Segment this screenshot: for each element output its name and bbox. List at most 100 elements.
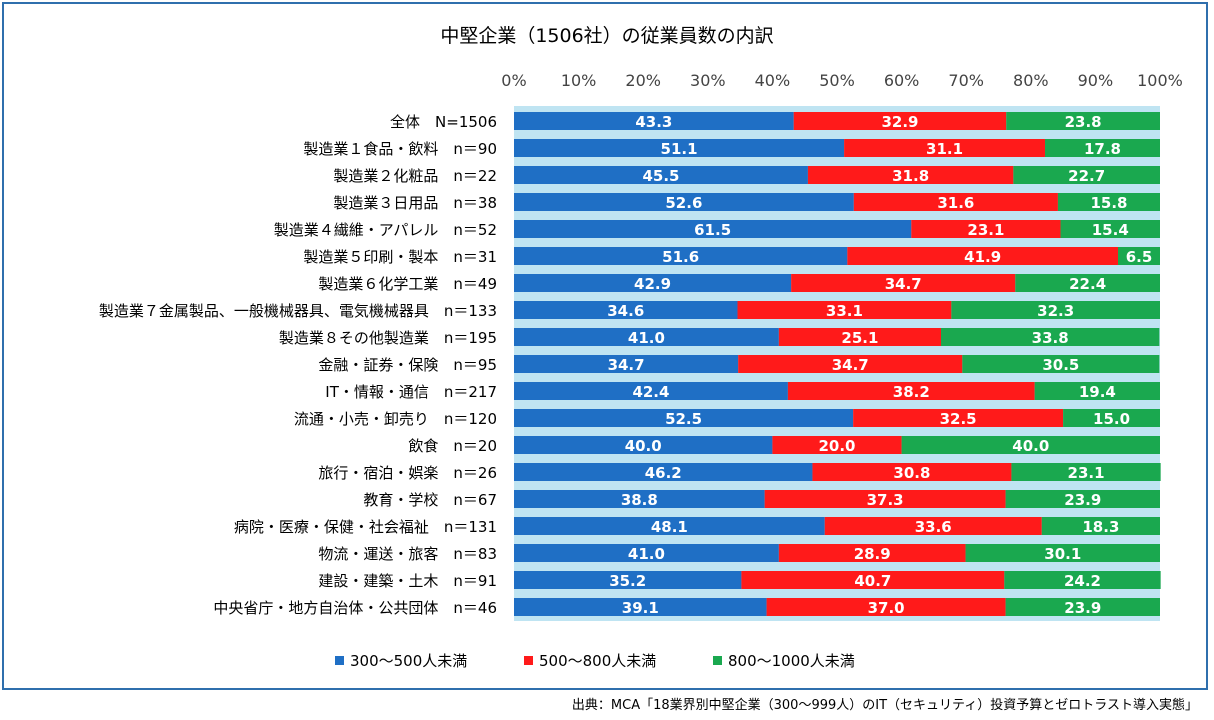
category-label: 製造業６化学工業 n＝49	[318, 275, 497, 293]
data-label: 31.1	[926, 140, 963, 158]
data-label: 32.3	[1037, 302, 1074, 320]
data-label: 51.1	[661, 140, 698, 158]
x-tick-label: 40%	[755, 71, 791, 90]
bar-segment	[514, 517, 825, 535]
x-tick-label: 100%	[1137, 71, 1183, 90]
bar-row: 中央省庁・地方自治体・公共団体 n＝46 39.1 37.0 23.9	[213, 598, 1160, 617]
legend-label: 800～1000人未満	[728, 652, 855, 670]
bar-segment	[1041, 517, 1160, 535]
bar-segment	[1005, 490, 1160, 508]
bar-segment	[514, 490, 765, 508]
data-label: 34.7	[608, 356, 645, 374]
data-label: 40.0	[1012, 437, 1049, 455]
bar-rows: 全体 N=1506 43.3 32.9 23.8 製造業１食品・飲料 n＝90 51.1 3…	[99, 112, 1161, 617]
bar-segment	[1013, 166, 1160, 184]
bar-segment	[778, 544, 966, 562]
x-tick-label: 0%	[501, 71, 526, 90]
data-label: 43.3	[635, 113, 672, 131]
legend-swatch	[335, 656, 344, 665]
bar-segment	[514, 571, 742, 589]
bar-segment	[766, 598, 1006, 616]
category-label: 流通・小売・卸売り n＝120	[294, 410, 497, 428]
data-label: 31.8	[892, 167, 929, 185]
bar-segment	[791, 274, 1016, 292]
x-axis-ticks: 0% 10% 20% 30% 40% 50% 60% 70% 80% 90% 100%	[501, 71, 1183, 90]
data-label: 30.1	[1044, 545, 1081, 563]
bar-row: 物流・運送・旅客 n＝83 41.0 28.9 30.1	[318, 544, 1160, 563]
data-label: 41.0	[628, 545, 665, 563]
bar-segment	[1118, 247, 1160, 265]
legend-item: 500～800人未満	[524, 650, 656, 671]
data-label: 22.7	[1068, 167, 1105, 185]
bar-segment	[514, 220, 912, 238]
data-label: 33.8	[1032, 329, 1069, 347]
bar-row: 製造業６化学工業 n＝49 42.9 34.7 22.4	[318, 274, 1160, 293]
bar-segment	[772, 436, 902, 454]
data-label: 38.8	[621, 491, 658, 509]
data-label: 23.1	[1068, 464, 1105, 482]
bar-row: 製造業８その他製造業 n＝195 41.0 25.1 33.8	[279, 328, 1160, 347]
bar-segment	[901, 436, 1160, 454]
bar-segment	[853, 409, 1064, 427]
category-label: IT・情報・通信 n＝217	[325, 383, 497, 401]
data-label: 24.2	[1064, 572, 1101, 590]
bar-segment	[1034, 382, 1160, 400]
bar-segment	[514, 382, 788, 400]
legend-label: 300～500人未満	[350, 652, 468, 670]
bar-segment	[514, 166, 808, 184]
bar-segment	[911, 220, 1061, 238]
category-label: 製造業４繊維・アパレル n＝52	[274, 221, 497, 239]
data-label: 42.9	[634, 275, 671, 293]
bar-segment	[807, 166, 1014, 184]
x-tick-label: 10%	[561, 71, 597, 90]
legend-item: 800～1000人未満	[713, 650, 855, 671]
bar-segment	[1063, 409, 1160, 427]
bar-segment	[514, 436, 773, 454]
data-label: 33.6	[915, 518, 952, 536]
bar-segment	[514, 355, 739, 373]
bar-row: 製造業５印刷・製本 n＝31 51.6 41.9 6.5	[303, 247, 1160, 266]
category-label: 病院・医療・保健・社会福祉 n＝131	[234, 518, 497, 536]
data-label: 46.2	[645, 464, 682, 482]
data-label: 15.8	[1090, 194, 1127, 212]
data-label: 30.8	[893, 464, 930, 482]
bar-row: 製造業７金属製品、一般機械器具、電気機械器具 n＝133 34.6 33.1 32.3	[99, 301, 1160, 320]
category-label: 製造業７金属製品、一般機械器具、電気機械器具 n＝133	[99, 302, 497, 320]
legend-item: 300～500人未満	[335, 650, 467, 671]
data-label: 35.2	[609, 572, 646, 590]
bar-segment	[844, 139, 1046, 157]
data-label: 34.7	[832, 356, 869, 374]
bar-segment	[514, 409, 854, 427]
data-label: 45.5	[642, 167, 679, 185]
bar-segment	[812, 463, 1012, 481]
x-tick-label: 30%	[690, 71, 726, 90]
category-label: 製造業５印刷・製本 n＝31	[303, 248, 497, 266]
data-label: 23.1	[967, 221, 1004, 239]
data-label: 33.1	[826, 302, 863, 320]
bar-segment	[1057, 193, 1160, 211]
x-tick-label: 90%	[1078, 71, 1114, 90]
bar-segment	[514, 139, 845, 157]
bar-segment	[962, 355, 1160, 373]
data-label: 32.5	[940, 410, 977, 428]
data-label: 23.9	[1064, 599, 1101, 617]
bar-segment	[824, 517, 1042, 535]
bar-segment	[778, 328, 942, 346]
category-label: 製造業１食品・飲料 n＝90	[303, 140, 497, 158]
source-note: 出典：MCA「18業界別中堅企業（300～999人）のIT（セキュリティ）投資予…	[571, 698, 1198, 713]
x-tick-label: 20%	[625, 71, 661, 90]
bar-segment	[951, 301, 1160, 319]
data-label: 52.6	[665, 194, 702, 212]
x-tick-label: 80%	[1013, 71, 1049, 90]
data-label: 40.7	[854, 572, 891, 590]
bar-segment	[1006, 112, 1160, 130]
bar-segment	[737, 301, 952, 319]
bar-row: 金融・証券・保険 n＝95 34.7 34.7 30.5	[318, 355, 1160, 374]
data-label: 22.4	[1069, 275, 1106, 293]
bar-row: 製造業３日用品 n＝38 52.6 31.6 15.8	[333, 193, 1160, 212]
bar-segment	[514, 112, 794, 130]
bar-row: 飲食 n＝20 40.0 20.0 40.0	[408, 436, 1160, 455]
category-label: 製造業８その他製造業 n＝195	[279, 329, 497, 347]
legend-label: 500～800人未満	[539, 652, 657, 670]
category-label: 中央省庁・地方自治体・公共団体 n＝46	[213, 599, 497, 617]
